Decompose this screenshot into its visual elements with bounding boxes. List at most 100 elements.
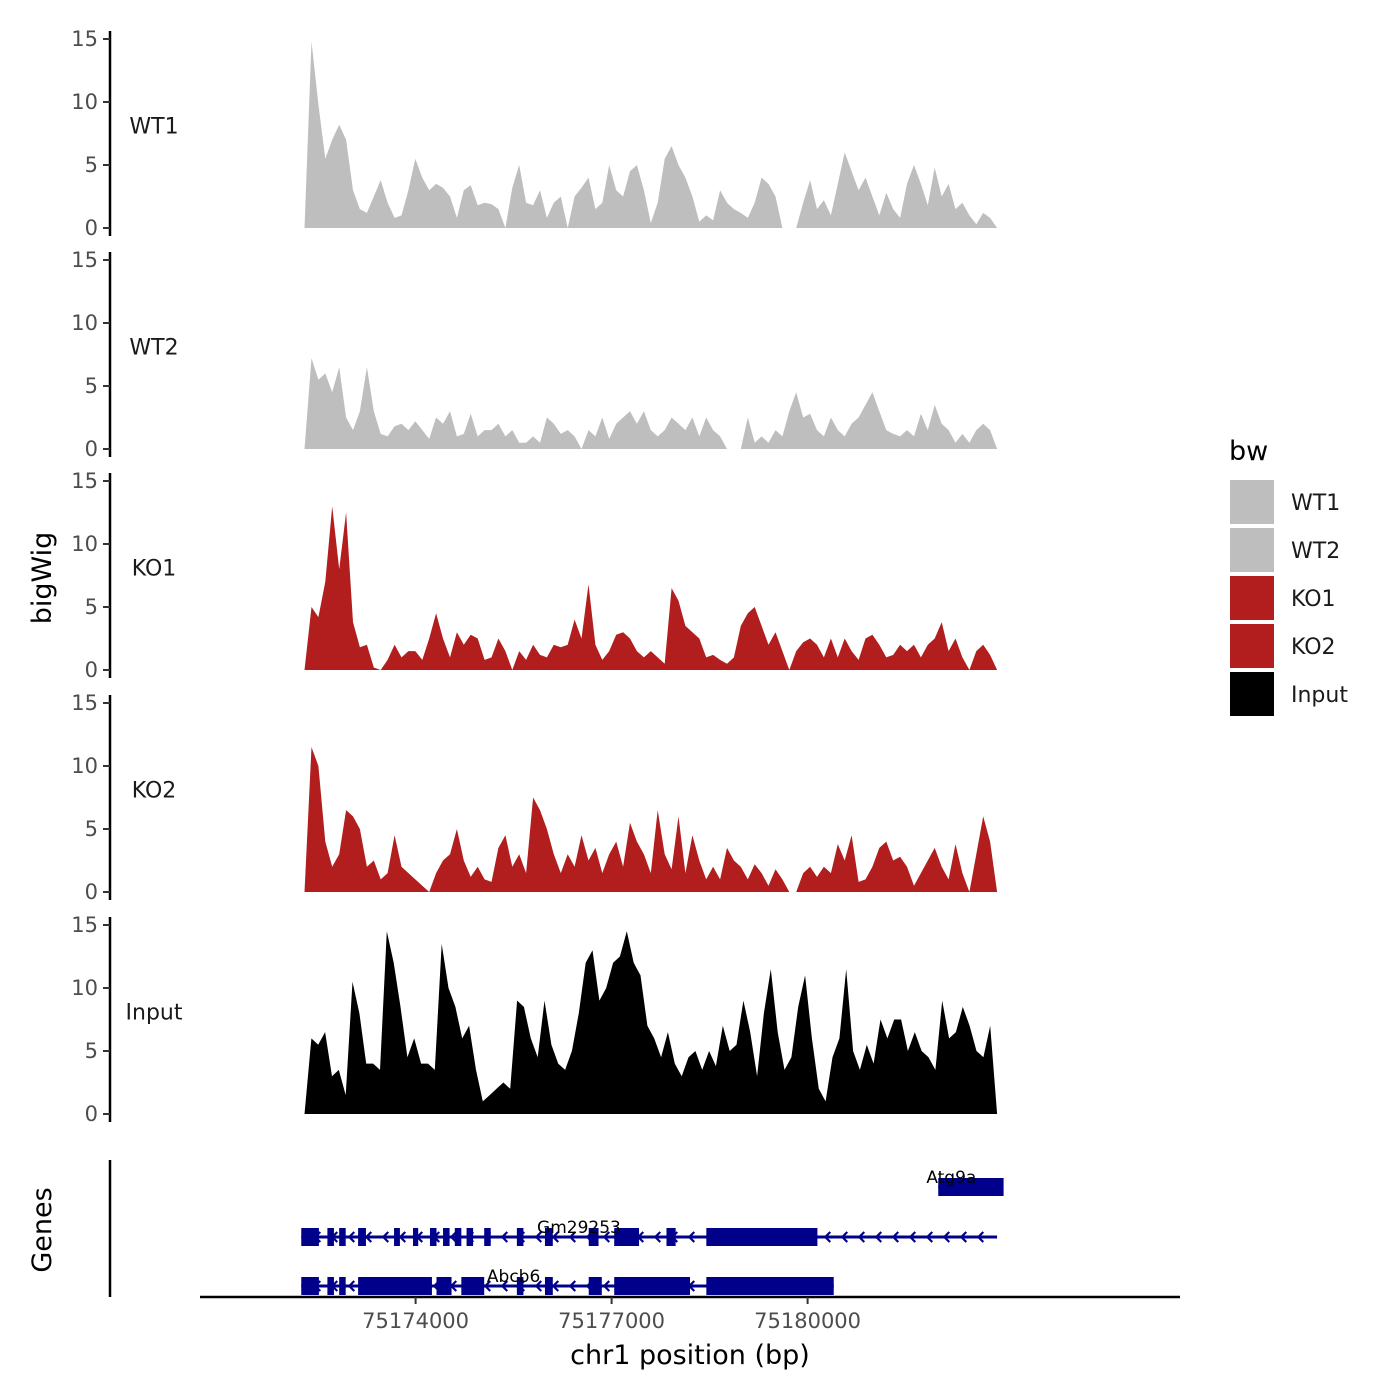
legend-label: WT1 — [1291, 491, 1340, 516]
area-ko1 — [304, 506, 998, 670]
strand-arrow — [568, 1280, 577, 1292]
legend-item-input: Input — [1230, 672, 1348, 716]
exon — [443, 1228, 450, 1246]
exon — [516, 1228, 524, 1246]
gene-gm29253: Gm29253 — [301, 1218, 998, 1246]
strand-arrow — [483, 1280, 492, 1292]
strand-arrow — [602, 1231, 611, 1243]
strand-arrow — [823, 1231, 832, 1243]
track-label: KO2 — [132, 779, 177, 804]
strand-arrow — [976, 1231, 985, 1243]
track-label: WT1 — [129, 115, 178, 140]
exon — [588, 1228, 599, 1246]
track-wt2: 0 5 10 15 WT2 — [71, 248, 998, 461]
area-ko2 — [304, 747, 998, 892]
legend-label: Input — [1291, 683, 1348, 708]
strand-arrow — [857, 1231, 866, 1243]
exon — [588, 1277, 602, 1295]
strand-arrow — [500, 1231, 509, 1243]
strand-arrow — [891, 1231, 900, 1243]
legend-item-ko2: KO2 — [1230, 624, 1336, 668]
track-label: KO1 — [132, 557, 177, 582]
legend-swatch — [1230, 576, 1274, 620]
legend-swatch — [1230, 624, 1274, 668]
exon — [394, 1228, 400, 1246]
exon — [429, 1228, 437, 1246]
strand-arrow — [449, 1231, 458, 1243]
y-tick-label: 15 — [71, 913, 98, 937]
y-tick-label: 5 — [85, 595, 98, 619]
gene-label: Atg9a — [926, 1168, 976, 1188]
y-tick-label: 10 — [71, 532, 98, 556]
legend-label: WT2 — [1291, 539, 1340, 564]
legend-item-wt1: WT1 — [1230, 480, 1340, 524]
x-tick-label: 75180000 — [754, 1309, 861, 1333]
strand-arrow — [942, 1231, 951, 1243]
exon — [614, 1277, 690, 1295]
strand-arrow — [602, 1280, 611, 1292]
legend-title: bw — [1229, 436, 1268, 467]
exon — [516, 1277, 524, 1295]
y-axis-title: bigWig — [27, 532, 58, 625]
y-tick-label: 5 — [85, 153, 98, 177]
area-wt2 — [304, 358, 998, 449]
legend-swatch — [1230, 672, 1274, 716]
strand-arrow — [381, 1231, 390, 1243]
track-wt1: 0 5 10 15 WT1 — [71, 27, 998, 240]
genes-axis-title: Genes — [27, 1187, 58, 1272]
legend-item-wt2: WT2 — [1230, 528, 1340, 572]
legend-label: KO1 — [1291, 587, 1336, 612]
exon — [938, 1178, 1004, 1196]
exon — [412, 1228, 419, 1246]
strand-arrow — [534, 1280, 543, 1292]
y-tick-label: 15 — [71, 691, 98, 715]
y-tick-label: 15 — [71, 248, 98, 272]
exon — [614, 1228, 640, 1246]
exon — [436, 1277, 452, 1295]
y-tick-label: 10 — [71, 90, 98, 114]
gene-label: Gm29253 — [537, 1218, 621, 1238]
exon — [706, 1277, 834, 1295]
strand-arrow — [500, 1280, 509, 1292]
strand-arrow — [840, 1231, 849, 1243]
x-tick-label: 75174000 — [362, 1309, 469, 1333]
strand-arrow — [347, 1231, 356, 1243]
y-tick-label: 5 — [85, 1039, 98, 1063]
track-input: 0 5 10 15 Input — [71, 913, 998, 1126]
exon — [466, 1228, 474, 1246]
y-tick-label: 10 — [71, 754, 98, 778]
legend: bw WT1 WT2 KO1 KO2 Input — [1229, 436, 1348, 716]
strand-arrow — [687, 1231, 696, 1243]
y-tick-label: 5 — [85, 817, 98, 841]
exon — [327, 1228, 334, 1246]
exon — [339, 1228, 346, 1246]
strand-arrow — [653, 1231, 662, 1243]
gene-label: Abcb6 — [487, 1267, 540, 1287]
y-tick-label: 0 — [85, 216, 98, 240]
exon — [327, 1277, 334, 1295]
gene-abcb6: Abcb6 — [301, 1267, 834, 1295]
y-tick-label: 10 — [71, 976, 98, 1000]
legend-swatch — [1230, 480, 1274, 524]
strand-arrow — [398, 1231, 407, 1243]
exon — [358, 1277, 432, 1295]
legend-item-ko1: KO1 — [1230, 576, 1336, 620]
exon — [461, 1277, 485, 1295]
strand-arrow — [874, 1231, 883, 1243]
area-wt1 — [304, 41, 998, 228]
strand-arrow — [568, 1231, 577, 1243]
y-tick-label: 0 — [85, 437, 98, 461]
legend-label: KO2 — [1291, 635, 1336, 660]
strand-arrow — [551, 1280, 560, 1292]
x-axis-title: chr1 position (bp) — [570, 1340, 810, 1371]
track-panels: 0 5 10 15 WT1 0 5 10 15 WT2 0 5 10 15 KO1 0 5 10 15 KO2 0 5 10… — [71, 27, 998, 1126]
track-ko1: 0 5 10 15 KO1 — [71, 469, 998, 682]
x-tick-label: 75177000 — [558, 1309, 665, 1333]
y-tick-label: 10 — [71, 311, 98, 335]
y-tick-label: 5 — [85, 374, 98, 398]
exon — [544, 1277, 553, 1295]
exon — [666, 1228, 676, 1246]
y-tick-label: 0 — [85, 880, 98, 904]
strand-arrow — [959, 1231, 968, 1243]
